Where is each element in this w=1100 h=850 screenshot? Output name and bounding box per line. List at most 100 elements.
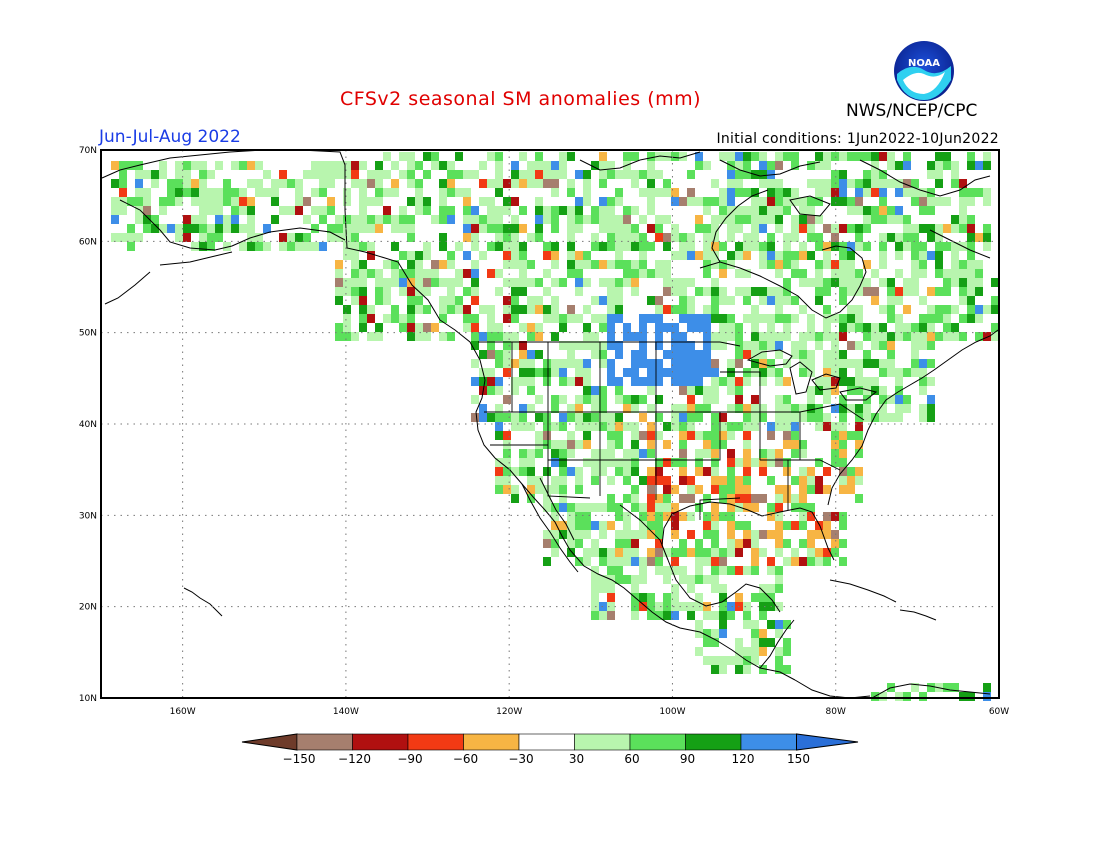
- anomaly-cell: [567, 350, 575, 359]
- anomaly-cell: [967, 296, 975, 305]
- anomaly-cell: [647, 503, 655, 512]
- anomaly-cell: [935, 197, 943, 206]
- anomaly-cell: [647, 602, 655, 611]
- anomaly-cell: [759, 215, 767, 224]
- anomaly-cell: [647, 269, 655, 278]
- anomaly-cell: [631, 449, 639, 458]
- anomaly-cell: [615, 188, 623, 197]
- anomaly-cell: [943, 305, 951, 314]
- anomaly-cell: [783, 413, 791, 422]
- anomaly-cell: [423, 278, 431, 287]
- anomaly-cell: [223, 215, 231, 224]
- anomaly-cell: [719, 620, 727, 629]
- anomaly-cell: [767, 620, 775, 629]
- anomaly-cell: [127, 233, 135, 242]
- anomaly-cell: [751, 395, 759, 404]
- anomaly-cell: [911, 323, 919, 332]
- anomaly-cell: [503, 206, 511, 215]
- anomaly-cell: [647, 422, 655, 431]
- anomaly-cell: [767, 179, 775, 188]
- anomaly-cell: [975, 287, 983, 296]
- anomaly-cell: [743, 152, 751, 161]
- anomaly-cell: [863, 413, 871, 422]
- anomaly-cell: [855, 197, 863, 206]
- anomaly-cell: [639, 395, 647, 404]
- anomaly-cell: [783, 539, 791, 548]
- anomaly-cell: [503, 368, 511, 377]
- anomaly-cell: [639, 449, 647, 458]
- anomaly-cell: [695, 548, 703, 557]
- anomaly-cell: [455, 269, 463, 278]
- anomaly-cell: [447, 305, 455, 314]
- anomaly-cell: [759, 206, 767, 215]
- anomaly-cell: [519, 422, 527, 431]
- anomaly-cell: [751, 656, 759, 665]
- anomaly-cell: [471, 215, 479, 224]
- anomaly-cell: [711, 467, 719, 476]
- anomaly-cell: [263, 242, 271, 251]
- anomaly-cell: [199, 224, 207, 233]
- anomaly-cell: [503, 413, 511, 422]
- anomaly-cell: [471, 287, 479, 296]
- anomaly-cell: [751, 206, 759, 215]
- anomaly-cell: [359, 215, 367, 224]
- anomaly-cell: [687, 368, 695, 377]
- anomaly-cell: [615, 557, 623, 566]
- anomaly-cell: [687, 395, 695, 404]
- anomaly-cell: [663, 233, 671, 242]
- anomaly-cell: [287, 242, 295, 251]
- anomaly-cell: [135, 170, 143, 179]
- anomaly-cell: [463, 206, 471, 215]
- anomaly-cell: [815, 197, 823, 206]
- anomaly-cell: [615, 215, 623, 224]
- anomaly-cell: [551, 458, 559, 467]
- anomaly-cell: [575, 368, 583, 377]
- anomaly-cell: [911, 188, 919, 197]
- anomaly-cell: [407, 323, 415, 332]
- anomaly-cell: [983, 161, 991, 170]
- anomaly-cell: [863, 179, 871, 188]
- anomaly-cell: [967, 305, 975, 314]
- anomaly-cell: [879, 278, 887, 287]
- anomaly-cell: [583, 368, 591, 377]
- anomaly-cell: [831, 386, 839, 395]
- anomaly-cell: [807, 557, 815, 566]
- anomaly-cell: [527, 296, 535, 305]
- anomaly-cell: [543, 215, 551, 224]
- anomaly-cell: [847, 152, 855, 161]
- anomaly-cell: [911, 350, 919, 359]
- anomaly-cell: [743, 620, 751, 629]
- anomaly-cell: [559, 449, 567, 458]
- anomaly-cell: [367, 242, 375, 251]
- anomaly-cell: [487, 332, 495, 341]
- anomaly-cell: [935, 179, 943, 188]
- anomaly-cell: [759, 251, 767, 260]
- anomaly-cell: [351, 296, 359, 305]
- anomaly-cell: [895, 242, 903, 251]
- anomaly-cell: [951, 323, 959, 332]
- anomaly-cell: [223, 197, 231, 206]
- anomaly-cell: [375, 269, 383, 278]
- anomaly-cell: [615, 260, 623, 269]
- anomaly-cell: [807, 332, 815, 341]
- anomaly-cell: [839, 557, 847, 566]
- anomaly-cell: [903, 215, 911, 224]
- anomaly-cell: [967, 692, 975, 701]
- anomaly-cell: [695, 629, 703, 638]
- anomaly-cell: [671, 305, 679, 314]
- anomaly-cell: [871, 296, 879, 305]
- anomaly-cell: [727, 521, 735, 530]
- anomaly-cell: [519, 224, 527, 233]
- anomaly-cell: [735, 485, 743, 494]
- anomaly-cell: [663, 593, 671, 602]
- anomaly-cell: [311, 242, 319, 251]
- anomaly-cell: [679, 278, 687, 287]
- anomaly-cell: [815, 269, 823, 278]
- anomaly-cell: [839, 278, 847, 287]
- anomaly-cell: [567, 413, 575, 422]
- anomaly-cell: [775, 503, 783, 512]
- anomaly-cell: [951, 332, 959, 341]
- anomaly-cell: [639, 332, 647, 341]
- anomaly-cell: [607, 359, 615, 368]
